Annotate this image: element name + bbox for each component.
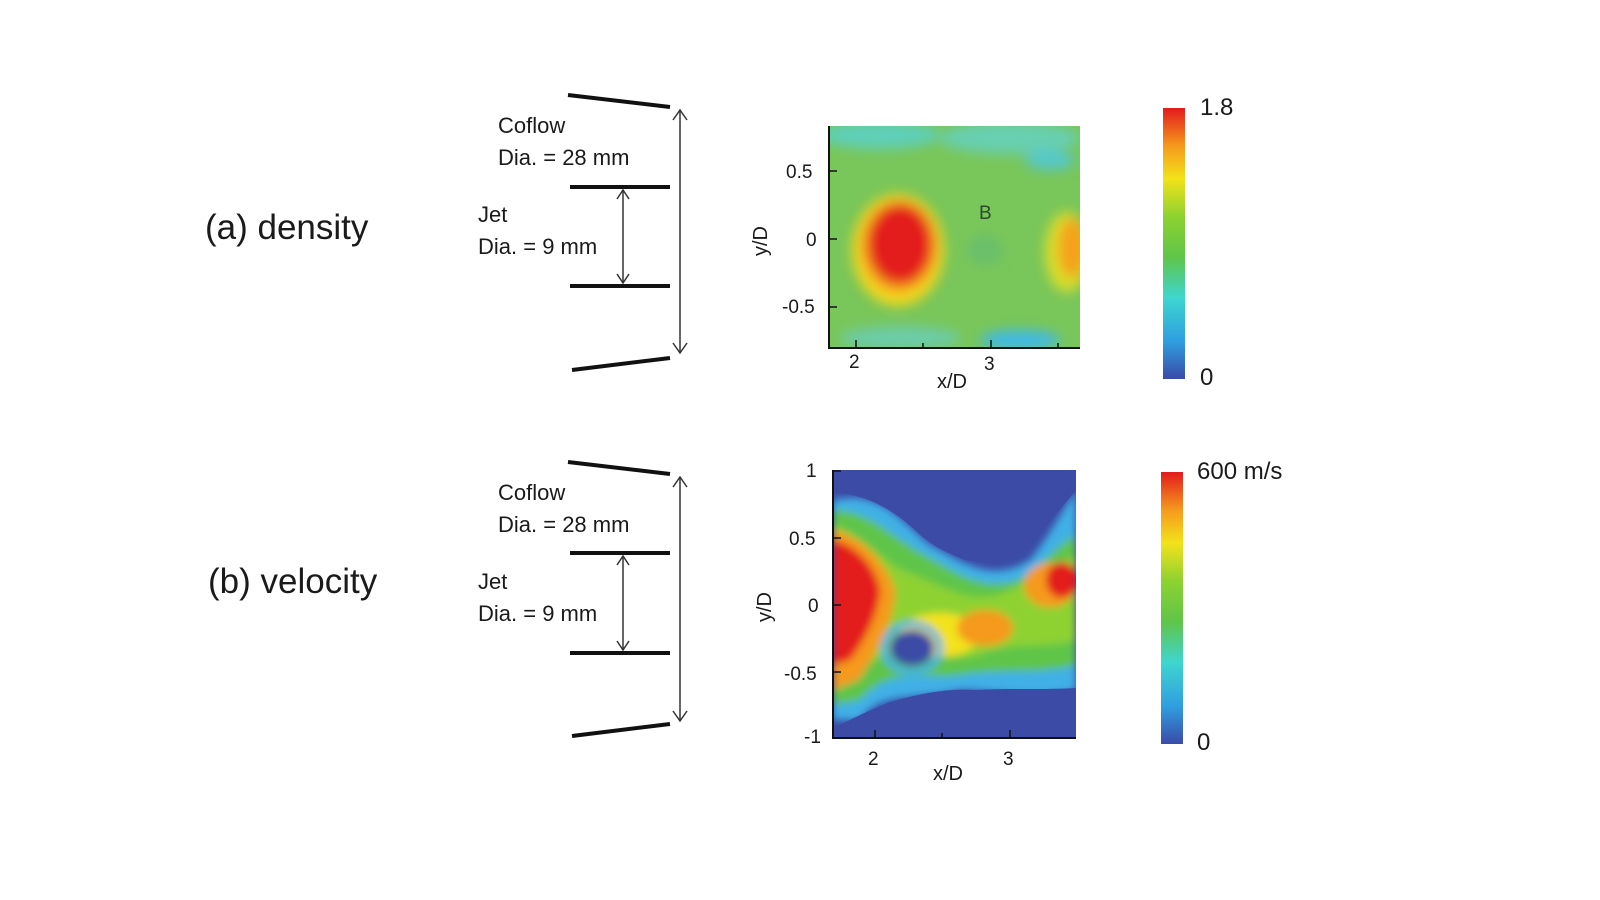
- velocity-xtick-3: 3: [1003, 749, 1014, 770]
- density-xtick-2: 2: [849, 352, 860, 373]
- velocity-field: [833, 470, 1076, 738]
- jet-label: Jet: [478, 569, 508, 594]
- coflow-label: Coflow: [498, 480, 566, 505]
- density-ytick-0.5: 0.5: [786, 162, 813, 183]
- coflow-dim-arrow: [672, 108, 688, 355]
- jet-diameter: Dia. = 9 mm: [478, 234, 598, 259]
- jet-diameter: Dia. = 9 mm: [478, 601, 598, 626]
- velocity-colorbar-min: 0: [1197, 729, 1211, 756]
- velocity-ylabel: y/D: [754, 592, 776, 622]
- velocity-ytick--1: -1: [804, 727, 821, 748]
- velocity-xtick-2: 2: [868, 749, 879, 770]
- velocity-ticks: [833, 470, 1011, 738]
- coflow-wall-top: [567, 460, 671, 476]
- density-ytick-0: 0: [806, 230, 817, 251]
- density-annotation-b: B: [979, 203, 992, 224]
- density-axes: [828, 126, 1080, 349]
- density-colorbar-max: 1.8: [1200, 94, 1234, 121]
- velocity-colorbar-max: 600 m/s: [1197, 458, 1283, 485]
- jet-dim-arrow: [616, 554, 630, 652]
- velocity-ytick--0.5: -0.5: [784, 664, 817, 685]
- coflow-diameter: Dia. = 28 mm: [498, 145, 630, 170]
- coflow-diameter: Dia. = 28 mm: [498, 512, 630, 537]
- density-colorbar: [1163, 108, 1185, 379]
- velocity-ytick-0: 0: [808, 596, 819, 617]
- density-ytick--0.5: -0.5: [782, 297, 815, 318]
- velocity-xlabel: x/D: [933, 763, 963, 785]
- jet-dim-arrow: [616, 188, 630, 285]
- density-ticks: [829, 170, 1059, 348]
- coflow-wall-bottom: [571, 722, 671, 738]
- density-xtick-3: 3: [984, 354, 995, 375]
- density-field: [830, 126, 1080, 348]
- coflow-wall-bottom: [571, 356, 671, 372]
- coflow-wall-top: [567, 93, 671, 109]
- velocity-ytick-1: 1: [806, 461, 817, 482]
- panel-a-label: (a) density: [205, 208, 369, 247]
- coflow-label: Coflow: [498, 113, 566, 138]
- density-xlabel: x/D: [937, 371, 967, 393]
- velocity-colorbar: [1161, 472, 1183, 744]
- panel-b-label: (b) velocity: [208, 562, 378, 601]
- velocity-ytick-0.5: 0.5: [789, 529, 816, 550]
- jet-label: Jet: [478, 202, 508, 227]
- coflow-dim-arrow: [672, 475, 688, 723]
- density-colorbar-min: 0: [1200, 364, 1214, 391]
